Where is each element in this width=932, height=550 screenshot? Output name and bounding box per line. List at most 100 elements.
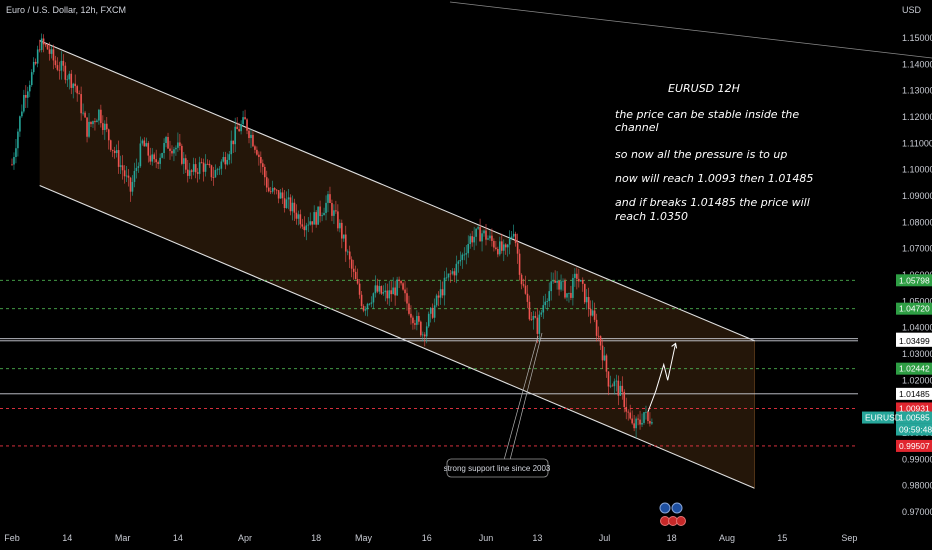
time-axis[interactable]: Feb 14 Mar 14 Apr 18 May 16 Jun 13 Jul 18 Aug 15 Sep	[4, 533, 857, 543]
candle-body	[518, 253, 521, 275]
candle-body	[188, 170, 191, 176]
candle-body	[228, 154, 231, 160]
candle-body	[583, 283, 586, 303]
candle-body	[309, 221, 312, 225]
candle-body	[390, 290, 392, 295]
candle-body	[117, 150, 120, 167]
candle-body	[431, 307, 434, 318]
candle-body	[42, 38, 45, 45]
candle-body	[493, 240, 495, 248]
price-tick-label: 0.97000	[902, 507, 932, 517]
time-tick-label: Aug	[719, 533, 735, 543]
price-badge	[896, 274, 932, 287]
candle-body	[86, 117, 88, 137]
candle-body	[208, 163, 211, 166]
candle-body	[522, 284, 525, 286]
time-tick-label: 13	[532, 533, 542, 543]
candle-body	[455, 263, 458, 276]
candle-body	[82, 112, 84, 114]
candle-body	[198, 162, 201, 174]
candle-body	[372, 293, 375, 303]
candle-body	[185, 158, 187, 170]
candle-body	[591, 310, 594, 316]
candle-body	[173, 149, 175, 154]
candle-body	[467, 244, 470, 254]
candle-body	[151, 154, 154, 162]
candle-body	[167, 136, 169, 149]
candle-body	[36, 49, 39, 64]
candle-body	[56, 65, 59, 70]
price-tick-label: 0.99000	[902, 454, 932, 464]
price-badge-label: 1.04720	[899, 304, 930, 314]
candle-body	[264, 166, 266, 178]
event-icon[interactable]	[659, 502, 671, 514]
price-tick-label: 1.15000	[902, 33, 932, 43]
price-badge-label: 1.05798	[899, 275, 930, 285]
candle-body	[554, 280, 556, 283]
price-badge-label: 1.00931	[899, 403, 930, 413]
economic-events[interactable]	[659, 502, 686, 526]
candle-body	[133, 170, 136, 182]
candle-body	[147, 143, 150, 156]
candle-body	[258, 154, 260, 157]
candle-body	[414, 323, 416, 325]
candle-body	[58, 69, 61, 71]
candle-body	[463, 254, 466, 256]
candle-body	[23, 94, 25, 112]
candle-body	[50, 49, 53, 54]
candle-body	[645, 411, 647, 413]
candle-body	[226, 159, 229, 165]
time-tick-label: Sep	[841, 533, 857, 543]
candle-body	[388, 290, 391, 299]
candle-body	[649, 421, 651, 424]
event-icon[interactable]	[671, 502, 683, 514]
candle-body	[578, 278, 580, 282]
candle-body	[576, 273, 578, 279]
candle-body	[102, 123, 104, 131]
candle-body	[499, 241, 501, 255]
price-badge	[896, 411, 932, 424]
candle-body	[131, 181, 134, 192]
candle-body	[265, 177, 268, 188]
candle-body	[534, 315, 537, 318]
candle-body	[267, 187, 270, 192]
price-badge-label: 1.01485	[899, 389, 930, 399]
candle-body	[625, 406, 628, 412]
candle-body	[230, 140, 233, 155]
candle-body	[514, 233, 517, 244]
candle-body	[194, 164, 197, 173]
support-callout[interactable]: strong support line since 2003	[444, 332, 551, 478]
candle-body	[593, 310, 596, 320]
candle-body	[72, 83, 75, 88]
candle-body	[447, 273, 450, 278]
candle-body	[465, 253, 468, 255]
price-tick-label: 0.98000	[902, 481, 932, 491]
candle-body	[562, 280, 564, 282]
candle-body	[560, 281, 562, 290]
candle-body	[418, 316, 420, 322]
candle-body	[536, 317, 539, 334]
candle-body	[410, 313, 412, 318]
candle-body	[94, 121, 96, 123]
candle-body	[585, 297, 588, 303]
candle-body	[242, 117, 244, 125]
candle-body	[364, 309, 367, 311]
candle-body	[17, 131, 19, 149]
projection-path	[647, 343, 677, 413]
candle-body	[161, 153, 163, 158]
callout-pointer	[509, 332, 543, 461]
candle-body	[394, 287, 396, 296]
candle-body	[611, 385, 614, 387]
candle-body	[84, 112, 86, 118]
candle-body	[471, 236, 473, 243]
candle-body	[28, 85, 31, 92]
time-tick-label: Apr	[238, 533, 252, 543]
flag-icon[interactable]	[676, 516, 686, 526]
time-tick-label: 15	[777, 533, 787, 543]
candle-body	[374, 285, 377, 294]
candle-body	[354, 271, 357, 280]
candle-body	[246, 119, 248, 131]
candle-body	[605, 355, 608, 372]
price-badge	[896, 362, 932, 375]
